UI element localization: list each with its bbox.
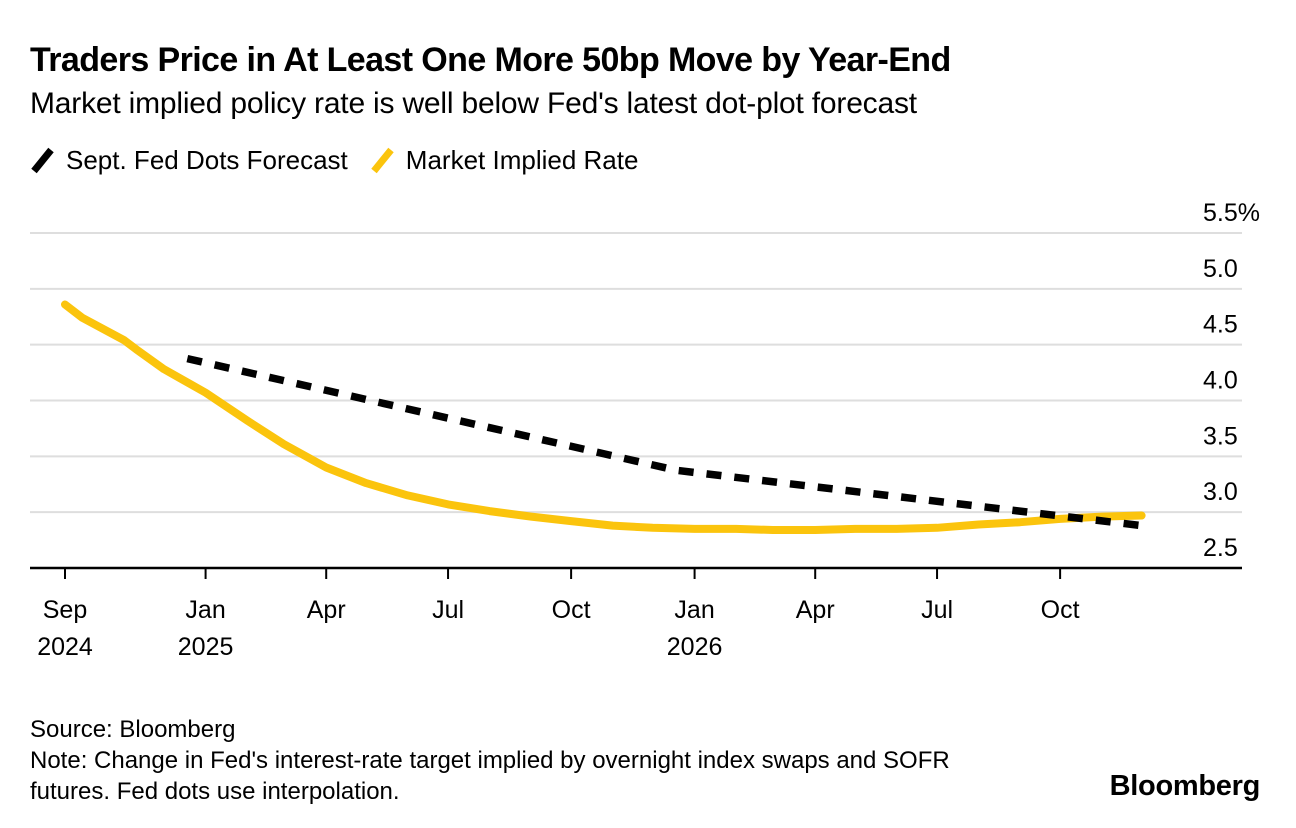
axis-group [30, 566, 1242, 579]
x-tick-label: Apr [796, 596, 835, 624]
axis-labels-group: 5.5% 5.0 4.5 4.0 3.5 3.0 2.5 Sep 2024 Jan 2025 Apr J… [37, 199, 1260, 661]
y-tick-label: 5.0 [1203, 255, 1238, 283]
series-line-fed-dots-forecast [186, 354, 1143, 530]
chart-legend: Sept. Fed Dots Forecast Market Implied R… [30, 145, 638, 176]
x-tick-label: Jul [921, 596, 953, 624]
legend-item-market-implied: Market Implied Rate [370, 145, 639, 176]
y-tick-label: 2.5 [1203, 534, 1238, 562]
legend-label-fed-dots: Sept. Fed Dots Forecast [66, 145, 348, 175]
x-tick-year-label: 2024 [37, 633, 93, 661]
note-text: Note: Change in Fed's interest-rate targ… [30, 747, 950, 805]
x-tick-label: Oct [552, 596, 591, 624]
series-group [61, 300, 1146, 534]
x-tick-label: Apr [307, 596, 346, 624]
y-tick-label: 4.0 [1203, 367, 1238, 395]
x-tick-year-label: 2025 [178, 633, 234, 661]
chart-footer: Source: Bloomberg Note: Change in Fed's … [30, 714, 995, 807]
fed-dots-swatch-stroke [31, 147, 54, 174]
x-tick-label: Jan [674, 596, 714, 624]
chart-subtitle: Market implied policy rate is well below… [30, 87, 917, 120]
y-tick-label: 3.0 [1203, 478, 1238, 506]
gridlines-group [30, 232, 1242, 514]
market-implied-swatch-stroke [371, 147, 394, 174]
bloomberg-logo: Bloomberg [1109, 770, 1261, 802]
x-tick-year-label: 2026 [667, 633, 723, 661]
market-implied-line-swatch-icon [371, 147, 394, 174]
legend-label-market-implied: Market Implied Rate [405, 145, 639, 175]
series-line-market-implied-rate [61, 300, 1146, 534]
x-tick-label: Sep [43, 596, 87, 624]
y-tick-label: 5.5% [1203, 199, 1260, 227]
y-tick-label: 4.5 [1203, 311, 1238, 339]
fed-dots-line-swatch-icon [31, 147, 54, 174]
x-tick-label: Oct [1041, 596, 1080, 624]
y-tick-label: 3.5 [1203, 422, 1238, 450]
x-tick-label: Jul [432, 596, 464, 624]
legend-item-fed-dots: Sept. Fed Dots Forecast [30, 145, 348, 176]
chart-title: Traders Price in At Least One More 50bp … [30, 41, 951, 79]
source-text: Source: Bloomberg [30, 716, 236, 743]
x-tick-label: Jan [185, 596, 225, 624]
